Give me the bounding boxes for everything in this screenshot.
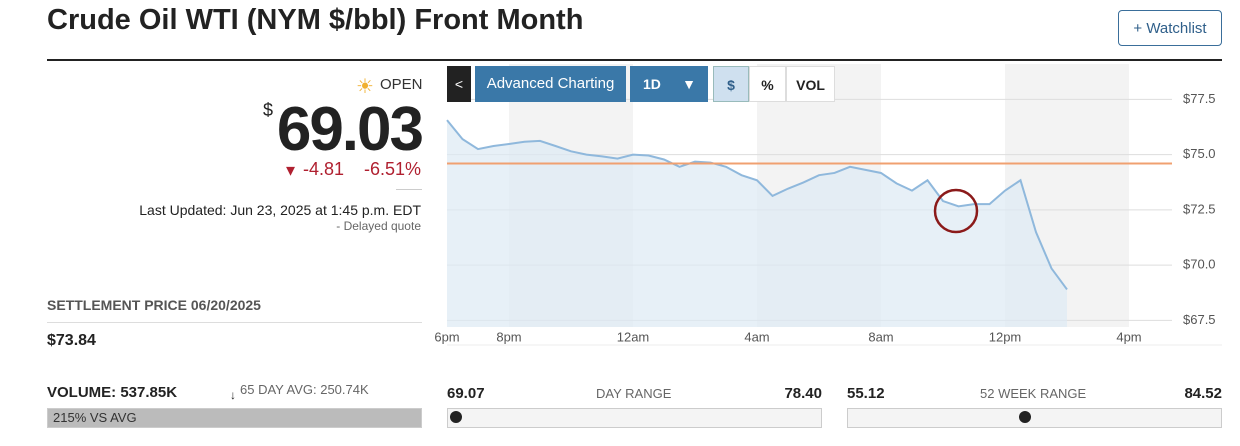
area xyxy=(447,120,1067,327)
avg-marker: ↓ xyxy=(230,388,236,402)
title: Crude Oil WTI (NYM $/bbl) Front Month xyxy=(47,4,584,36)
y-tick-label: $70.0 xyxy=(1183,257,1216,272)
x-tick-label: 8pm xyxy=(496,329,521,344)
change-percent: -6.51% xyxy=(363,159,421,179)
dollar-button[interactable]: $ xyxy=(713,66,749,102)
y-tick-label: $72.5 xyxy=(1183,201,1216,216)
volume-vs-avg: 215% VS AVG xyxy=(53,410,137,425)
volume-bar xyxy=(47,408,422,428)
week52-range-bar xyxy=(847,408,1222,428)
x-tick-label: 6pm xyxy=(434,329,459,344)
x-tick-label: 12pm xyxy=(989,329,1022,344)
day-low: 69.07 xyxy=(447,385,485,402)
x-tick-label: 12am xyxy=(617,329,650,344)
y-tick-label: $67.5 xyxy=(1183,312,1216,327)
week52-range-label: 52 WEEK RANGE xyxy=(980,386,1087,401)
divider xyxy=(396,189,422,190)
percent-button[interactable]: % xyxy=(749,66,786,102)
day-range-dot xyxy=(450,411,462,423)
down-arrow: ▾ xyxy=(286,160,296,180)
vol-button[interactable]: VOL xyxy=(786,66,835,102)
interval: 1D xyxy=(643,76,661,92)
y-tick-label: $75.0 xyxy=(1183,146,1216,161)
last-updated: Last Updated: Jun 23, 2025 at 1:45 p.m. … xyxy=(139,202,421,218)
volume-label: VOLUME: 537.85K xyxy=(47,384,178,401)
settlement-value: $73.84 xyxy=(47,332,96,349)
x-tick-label: 8am xyxy=(868,329,893,344)
back-button[interactable]: < xyxy=(447,66,471,102)
advanced-charting-button[interactable]: Advanced Charting xyxy=(475,66,626,102)
delayed: - Delayed quote xyxy=(336,219,421,233)
watchlist-button[interactable]: + Watchlist xyxy=(1118,10,1222,46)
dropdown-arrow: ▼ xyxy=(682,76,696,92)
x-tick-label: 4am xyxy=(744,329,769,344)
day-range-bar xyxy=(447,408,822,428)
day-high: 78.40 xyxy=(784,385,822,402)
volume-avg: 65 DAY AVG: 250.74K xyxy=(240,382,369,397)
divider xyxy=(47,59,1222,61)
week52-high: 84.52 xyxy=(1184,385,1222,402)
interval-button[interactable]: 1D ▼ xyxy=(630,66,708,102)
sun-icon: ☀ xyxy=(356,76,374,98)
week52-low: 55.12 xyxy=(847,385,885,402)
price: 69.03 xyxy=(276,95,424,164)
x-tick-label: 4pm xyxy=(1116,329,1141,344)
divider xyxy=(47,322,422,323)
settlement-label: SETTLEMENT PRICE 06/20/2025 xyxy=(47,297,261,313)
y-tick-label: $77.5 xyxy=(1183,91,1216,106)
week52-range-dot xyxy=(1019,411,1031,423)
day-range-label: DAY RANGE xyxy=(596,386,672,401)
price-line xyxy=(446,119,1068,291)
market-status: OPEN xyxy=(380,76,423,93)
currency: $ xyxy=(263,100,274,120)
annotation-circle xyxy=(933,188,979,234)
change: -4.81 xyxy=(303,159,345,179)
